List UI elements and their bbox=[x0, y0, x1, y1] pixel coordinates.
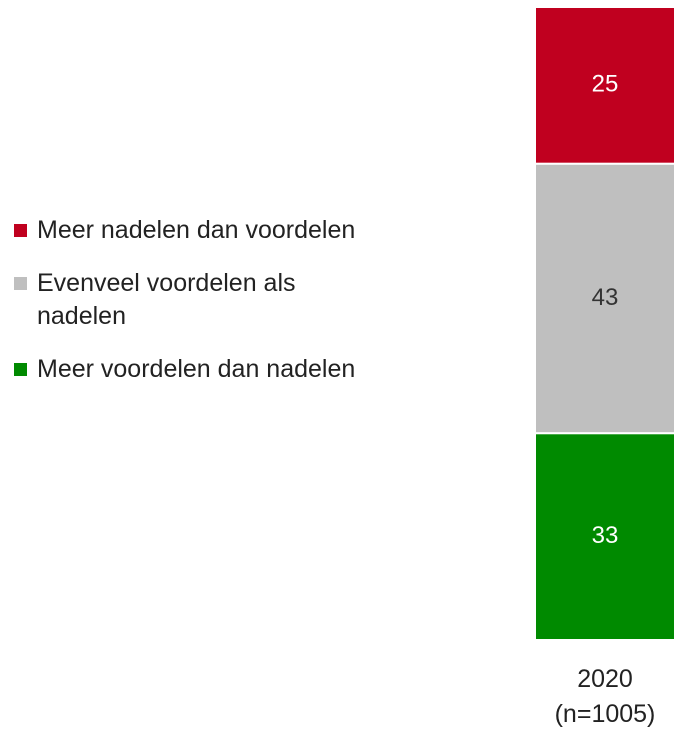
legend-label: Meer voordelen dan nadelen bbox=[37, 355, 356, 383]
data-label: 43 bbox=[592, 284, 619, 311]
data-label: 33 bbox=[592, 522, 619, 549]
legend-item: Evenveel voordelen als nadelen bbox=[14, 267, 374, 333]
legend-item: Meer nadelen dan voordelen bbox=[14, 214, 374, 247]
data-label: 25 bbox=[592, 71, 619, 98]
bar-segment bbox=[534, 432, 676, 641]
x-tick-label: 2020 (n=1005) bbox=[554, 665, 656, 728]
legend-swatch bbox=[14, 224, 27, 237]
bar-segment bbox=[534, 6, 676, 165]
legend-item: Meer voordelen dan nadelen bbox=[14, 353, 374, 386]
legend-swatch bbox=[14, 363, 27, 376]
legend-label: Evenveel voordelen als nadelen bbox=[37, 269, 296, 330]
legend-label: Meer nadelen dan voordelen bbox=[37, 216, 356, 244]
legend: Meer nadelen dan voordelen Evenveel voord… bbox=[14, 214, 374, 406]
legend-swatch bbox=[14, 277, 27, 290]
